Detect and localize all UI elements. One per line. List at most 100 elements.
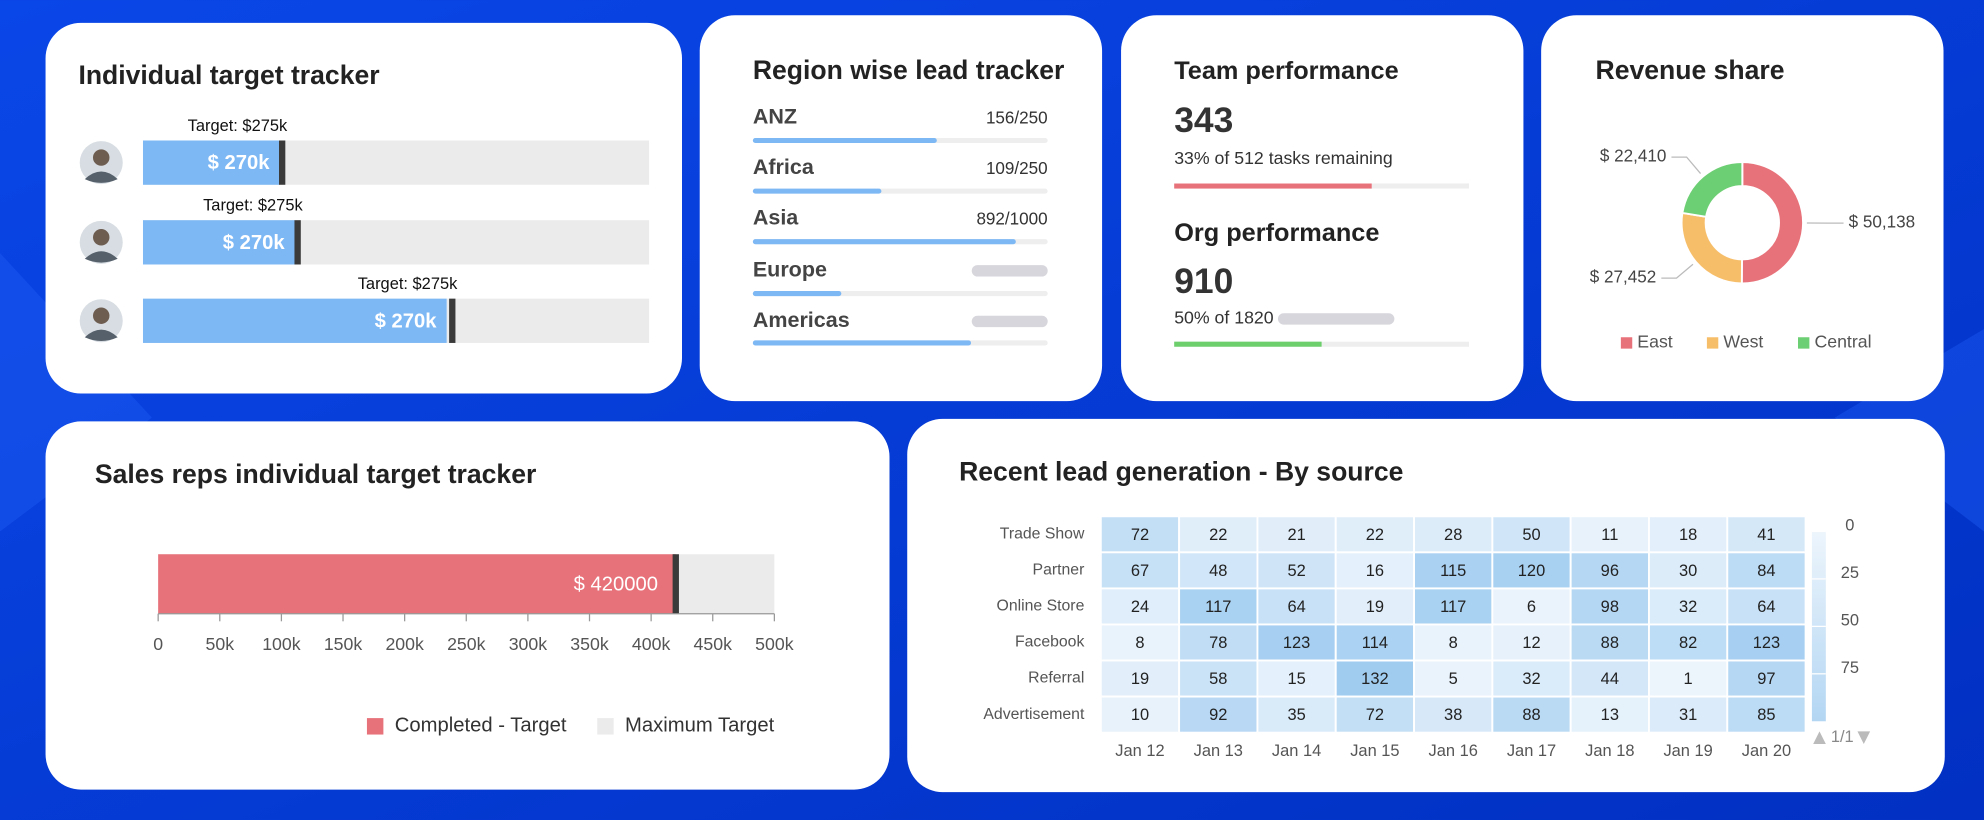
heat-cell bbox=[1726, 659, 1807, 698]
cell-label: 120 bbox=[1518, 562, 1545, 580]
bar bbox=[158, 554, 676, 614]
cell-label: 64 bbox=[1757, 598, 1775, 616]
x-tick-label: 50k bbox=[206, 634, 235, 654]
avatar-head bbox=[93, 149, 110, 166]
heat-cell bbox=[1491, 659, 1572, 698]
progress-label: 109/250 bbox=[986, 159, 1048, 178]
heat-cell bbox=[1334, 587, 1415, 626]
scale-label: 0 bbox=[1845, 517, 1854, 535]
cell-label: 72 bbox=[1131, 526, 1149, 544]
bar bbox=[142, 220, 295, 265]
cell-label: 78 bbox=[1209, 634, 1227, 652]
cell-label: 123 bbox=[1283, 634, 1310, 652]
x-tick-label: Jan 19 bbox=[1663, 742, 1712, 760]
heat-cell bbox=[1099, 587, 1181, 626]
cell-label: 84 bbox=[1757, 562, 1775, 580]
x-tick-label: 450k bbox=[694, 634, 733, 654]
heat-cell bbox=[1413, 659, 1494, 698]
progress-bar bbox=[752, 239, 1016, 245]
cell-label: 88 bbox=[1601, 634, 1619, 652]
legend-marker bbox=[1620, 337, 1633, 349]
cell-label: 21 bbox=[1287, 526, 1305, 544]
region-label: Africa bbox=[753, 155, 815, 179]
scale-label: 25 bbox=[1841, 564, 1859, 582]
cell-label: 35 bbox=[1287, 706, 1305, 724]
slice-label: $ 50,138 bbox=[1849, 213, 1915, 232]
card bbox=[699, 15, 1103, 402]
region-label: Americas bbox=[753, 308, 850, 332]
pie-slice bbox=[1740, 161, 1805, 285]
cell-label: 67 bbox=[1131, 562, 1149, 580]
scale-label: 75 bbox=[1841, 659, 1859, 677]
x-tick-label: 0 bbox=[153, 634, 163, 654]
value-label: $ 420000 bbox=[574, 574, 658, 596]
cell-label: 8 bbox=[1449, 634, 1458, 652]
heat-cell bbox=[1569, 659, 1650, 698]
cell-label: 10 bbox=[1131, 706, 1149, 724]
page-down[interactable] bbox=[1857, 731, 1871, 745]
cell-label: 18 bbox=[1679, 526, 1697, 544]
heat-cell bbox=[1726, 551, 1807, 590]
legend-label: Maximum Target bbox=[625, 715, 775, 737]
cell-label: 85 bbox=[1757, 706, 1775, 724]
cell-label: 132 bbox=[1361, 670, 1388, 688]
progress-bar bbox=[1174, 183, 1372, 189]
y-tick-label: Online Store bbox=[997, 598, 1085, 615]
cell-label: 44 bbox=[1601, 670, 1619, 688]
kpi-title: Team performance bbox=[1174, 57, 1398, 85]
heat-cell bbox=[1569, 695, 1650, 734]
cell-label: 30 bbox=[1679, 562, 1697, 580]
placeholder-pill bbox=[1277, 313, 1395, 325]
cell-label: 98 bbox=[1601, 598, 1619, 616]
legend-label: East bbox=[1637, 332, 1673, 352]
cell-label: 97 bbox=[1757, 670, 1775, 688]
target-marker bbox=[279, 140, 286, 185]
legend-label: Central bbox=[1814, 332, 1871, 352]
legend-label: West bbox=[1723, 332, 1763, 352]
progress-bar bbox=[752, 137, 937, 144]
card bbox=[1121, 15, 1524, 402]
cell-label: 8 bbox=[1135, 634, 1144, 652]
cell-label: 64 bbox=[1287, 598, 1305, 616]
cell-label: 115 bbox=[1440, 562, 1466, 580]
page-label: 1/1 bbox=[1831, 728, 1854, 746]
heat-cell bbox=[1334, 695, 1415, 734]
cell-label: 50 bbox=[1522, 526, 1540, 544]
heat-cell bbox=[1726, 695, 1807, 734]
heat-cell bbox=[1099, 551, 1181, 590]
y-tick-label: Partner bbox=[1033, 562, 1085, 579]
slice-label: $ 22,410 bbox=[1600, 147, 1666, 166]
x-tick-label: 250k bbox=[447, 634, 486, 654]
heat-cell bbox=[1569, 551, 1650, 590]
pie-slice bbox=[1681, 161, 1744, 218]
panel-title: Individual target tracker bbox=[78, 60, 379, 90]
cell-label: 48 bbox=[1209, 562, 1227, 580]
x-tick-label: 200k bbox=[385, 634, 424, 654]
cell-label: 1 bbox=[1684, 670, 1693, 688]
kpi-caption: 33% of 512 tasks remaining bbox=[1174, 148, 1392, 168]
heat-cell bbox=[1099, 515, 1181, 554]
heat-cell bbox=[1256, 659, 1337, 698]
page-up[interactable] bbox=[1813, 731, 1826, 745]
heat-cell bbox=[1334, 515, 1415, 554]
cell-label: 72 bbox=[1366, 706, 1384, 724]
cell-label: 28 bbox=[1444, 526, 1462, 544]
y-tick-label: Facebook bbox=[1015, 634, 1084, 651]
x-tick-label: Jan 15 bbox=[1350, 742, 1399, 760]
cell-label: 24 bbox=[1131, 598, 1149, 616]
y-tick-label: Advertisement bbox=[983, 706, 1085, 723]
cell-label: 6 bbox=[1527, 598, 1536, 616]
progress-bar bbox=[752, 340, 972, 346]
cell-label: 92 bbox=[1209, 706, 1227, 724]
heat-cell bbox=[1256, 623, 1337, 662]
heat-cell bbox=[1648, 695, 1729, 734]
bar-end-marker bbox=[672, 554, 679, 614]
cell-label: 88 bbox=[1522, 706, 1540, 724]
heat-cell bbox=[1648, 623, 1729, 662]
bar bbox=[142, 298, 447, 343]
kpi-value: 910 bbox=[1174, 261, 1233, 301]
heat-cell bbox=[1648, 659, 1729, 698]
value-label: $ 270k bbox=[208, 152, 271, 174]
cell-label: 31 bbox=[1679, 706, 1697, 724]
